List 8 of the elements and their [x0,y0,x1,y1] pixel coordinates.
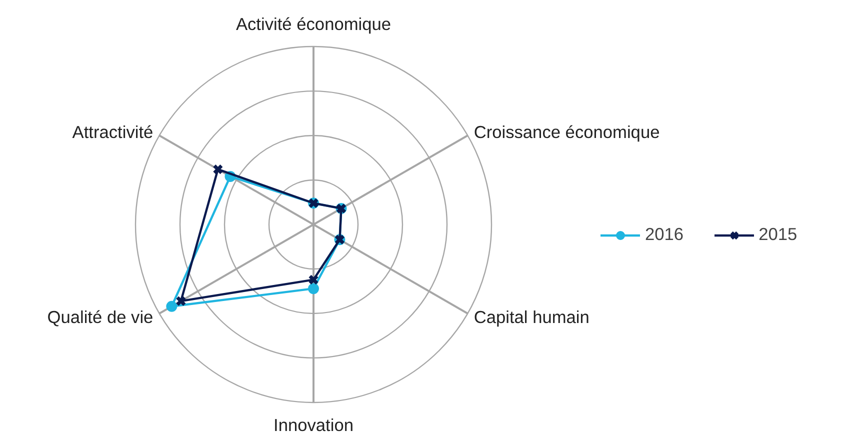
spoke-label: Croissance économique [474,122,660,142]
legend-label: 2016 [645,224,684,245]
spoke-label: Capital humain [474,307,590,328]
spoke-label: Activité économique [236,14,392,34]
spoke-label: Innovation [274,414,354,435]
spoke-label: Attractivité [72,122,154,142]
legend-label: 2015 [758,224,798,245]
spoke-label: Qualité de vie [47,307,154,328]
